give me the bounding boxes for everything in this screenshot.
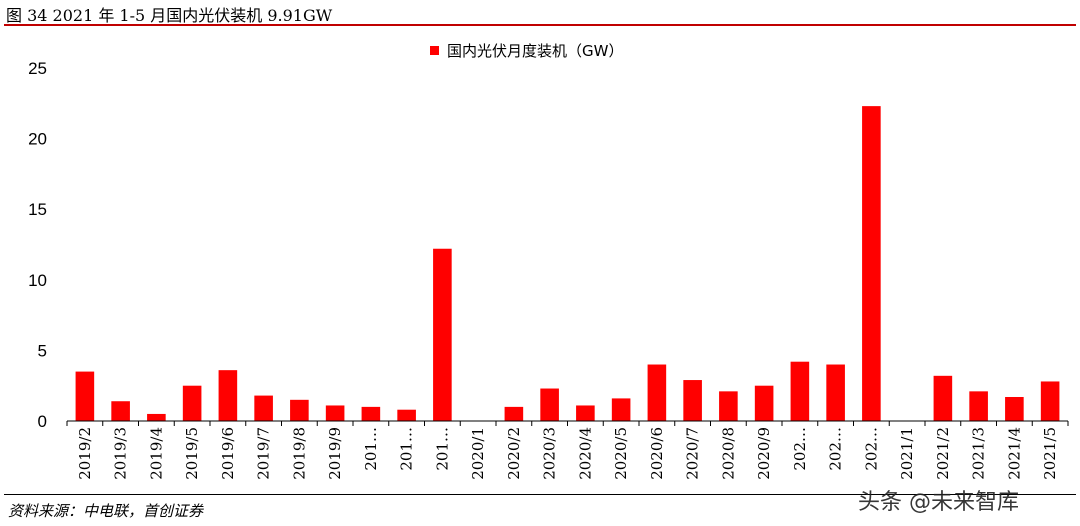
bar	[719, 391, 738, 421]
bar	[540, 388, 559, 421]
x-tick-label: 2020/3	[541, 427, 559, 480]
footer-rule	[4, 494, 1076, 495]
bar	[576, 405, 595, 421]
watermark: 头条 @未来智库	[858, 490, 1019, 515]
x-tick-label: 2021/4	[1005, 427, 1023, 480]
x-tick-label: 202…	[827, 427, 845, 471]
bar	[1005, 396, 1024, 421]
x-tick-label: 2019/2	[76, 427, 94, 480]
y-tick-label: 20	[28, 130, 47, 149]
bar	[325, 405, 345, 421]
x-tick-label: 2020/7	[684, 427, 702, 480]
bar	[504, 406, 524, 421]
x-tick-label: 2020/5	[612, 427, 630, 480]
y-tick-label: 15	[28, 200, 47, 219]
bar	[933, 375, 953, 421]
x-tick-label: 2020/6	[648, 427, 666, 480]
x-tick-label: 201…	[433, 427, 451, 471]
x-tick-label: 202…	[791, 427, 809, 471]
x-tick-label: 201…	[398, 427, 416, 471]
x-tick-label: 2019/8	[290, 427, 308, 480]
bar	[254, 395, 273, 421]
y-tick-label: 0	[38, 412, 47, 431]
bar-chart: 0 5 10 15 20 25 2019/2 2019/3 2019/4 2019/5 2019/6…	[28, 59, 1069, 480]
bar	[290, 399, 309, 421]
x-tick-label: 2020/2	[505, 427, 523, 480]
bar	[790, 361, 810, 421]
x-tick-label: 2020/4	[576, 427, 594, 480]
x-tick-label: 2020/9	[755, 427, 773, 480]
bar	[218, 370, 238, 421]
legend-label: 国内光伏月度装机（GW）	[447, 42, 624, 60]
x-tick-label: 2020/1	[469, 427, 487, 480]
legend-swatch	[430, 46, 439, 55]
x-tick-label: 2021/5	[1041, 427, 1059, 480]
legend: 国内光伏月度装机（GW）	[430, 40, 623, 61]
bar	[826, 364, 845, 421]
x-tick-label: 2019/4	[147, 427, 165, 480]
bar	[862, 106, 881, 422]
x-tick-label: 2019/3	[112, 427, 130, 480]
chart-title: 图 34 2021 年 1-5 月国内光伏装机 9.91GW	[6, 6, 333, 25]
x-tick-label: 2019/6	[219, 427, 237, 480]
bar	[147, 413, 166, 421]
x-tick-label: 202…	[862, 427, 880, 471]
bar	[969, 391, 988, 421]
bar	[361, 406, 381, 421]
bar	[683, 380, 702, 421]
bar	[75, 371, 95, 421]
x-tick-label: 2019/5	[183, 427, 201, 480]
y-tick-label: 25	[28, 59, 47, 78]
y-tick-label: 5	[38, 341, 47, 360]
x-tick-label: 2021/1	[898, 427, 916, 480]
x-tick-label: 2021/3	[970, 427, 988, 480]
bar	[397, 409, 416, 421]
bar	[611, 398, 631, 421]
bar	[1040, 381, 1060, 421]
x-tick-label: 2019/7	[255, 427, 273, 480]
y-tick-label: 10	[28, 271, 47, 290]
source-note: 资料来源：中电联，首创证券	[8, 502, 204, 520]
x-tick-label: 2020/8	[719, 427, 737, 480]
x-tick-label: 2021/2	[934, 427, 952, 480]
bar	[433, 248, 452, 421]
x-tick-label: 201…	[362, 427, 380, 471]
x-tick-label: 2019/9	[326, 427, 344, 480]
title-rule	[4, 24, 1076, 26]
bar	[647, 364, 667, 421]
bar	[111, 401, 130, 421]
bar	[182, 385, 202, 421]
bar	[754, 385, 774, 421]
